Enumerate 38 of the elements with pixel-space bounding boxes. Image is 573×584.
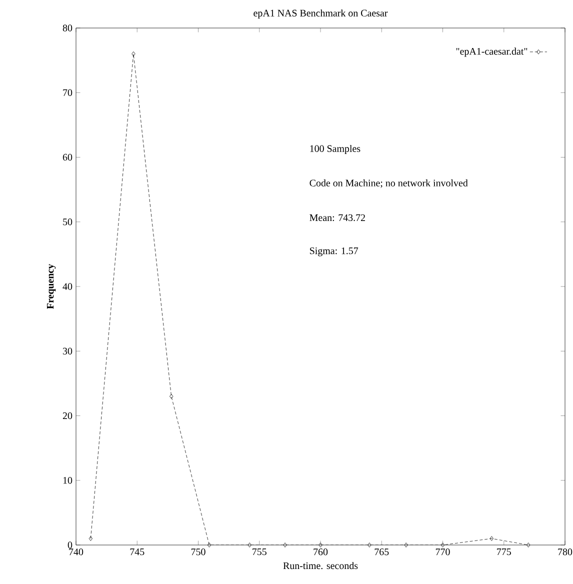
x-tick-label: 775 bbox=[497, 548, 511, 556]
x-tick-label: 755 bbox=[252, 548, 266, 556]
point bbox=[490, 536, 494, 541]
annotation: Sigma: 1.57 bbox=[310, 247, 358, 256]
y-tick-label: 60 bbox=[62, 154, 72, 161]
annotation: 100 Samples bbox=[310, 144, 360, 154]
annotation: Code on Machine; no network involved bbox=[310, 179, 468, 188]
point bbox=[368, 542, 372, 548]
x-axis-title: Run-time. seconds bbox=[283, 562, 358, 570]
x-tick-label: 770 bbox=[436, 548, 450, 556]
x-tick-label: 780 bbox=[558, 548, 572, 556]
y-tick-label: 70 bbox=[63, 89, 72, 96]
point bbox=[526, 542, 530, 548]
point bbox=[132, 51, 136, 56]
point bbox=[88, 536, 93, 541]
point bbox=[440, 542, 445, 548]
point bbox=[248, 542, 252, 548]
point bbox=[170, 394, 174, 399]
y-axis-title: Frequency bbox=[46, 264, 56, 309]
x-tick-label: 750 bbox=[191, 548, 206, 556]
point bbox=[318, 542, 322, 548]
y-tick-label: 80 bbox=[62, 24, 72, 32]
x-tick-label: 760 bbox=[314, 548, 328, 556]
point bbox=[404, 542, 408, 548]
y-tick-label: 30 bbox=[63, 348, 72, 354]
point bbox=[207, 542, 212, 548]
chart-title: epA1 NAS Benchmark on Caesar bbox=[254, 9, 388, 19]
y-tick-label: 20 bbox=[62, 412, 72, 420]
x-tick-label: 745 bbox=[130, 548, 144, 556]
x-tick-label: 740 bbox=[69, 548, 84, 556]
y-tick-label: 40 bbox=[62, 283, 72, 290]
legend-label: "epA1-caesar.dat" bbox=[456, 48, 528, 57]
point bbox=[283, 542, 287, 548]
y-tick-label: 0 bbox=[68, 542, 72, 548]
y-tick-label: 10 bbox=[63, 477, 72, 484]
y-tick-label: 50 bbox=[63, 218, 72, 226]
x-tick-label: 765 bbox=[374, 548, 389, 556]
annotation: Mean: 743.72 bbox=[310, 214, 365, 222]
